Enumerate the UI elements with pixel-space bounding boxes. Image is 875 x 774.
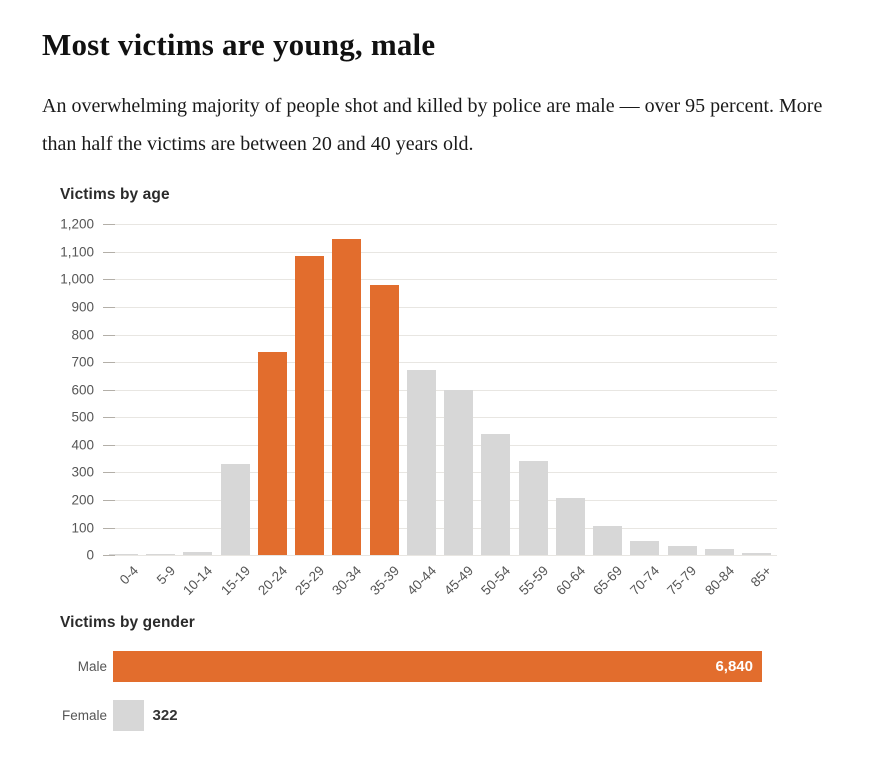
y-axis-label: 900 — [71, 299, 94, 315]
x-axis-label-5-9: 5-9 — [153, 563, 179, 588]
gender-chart-title: Victims by gender — [60, 614, 195, 632]
age-bar-30-34 — [332, 238, 362, 556]
x-axis-label-30-34: 30-34 — [329, 563, 365, 599]
age-bar-10-14 — [183, 551, 213, 556]
gridline-1,200 — [103, 224, 777, 226]
x-axis-label-0-4: 0-4 — [116, 563, 142, 588]
y-axis-label: 500 — [71, 409, 94, 425]
age-bar-35-39 — [369, 285, 399, 556]
age-bar-chart-plot-area: 0 100 200 300 400 500 600 700 800 900 1,000 1,100 1,… — [60, 217, 777, 598]
age-bar-0-4 — [109, 554, 138, 556]
x-axis-label-10-14: 10-14 — [180, 563, 216, 599]
gender-label-male: Male — [77, 659, 107, 675]
y-axis-label: 1,000 — [60, 271, 94, 287]
y-axis-tick — [103, 417, 115, 419]
y-axis-tick — [103, 279, 115, 281]
y-axis-label: 700 — [71, 354, 94, 370]
age-bar-60-64 — [555, 497, 585, 556]
y-axis-tick — [103, 334, 115, 336]
age-bar-25-29 — [295, 256, 325, 556]
gridline-300 — [103, 472, 777, 474]
age-bar-70-74 — [630, 540, 660, 556]
y-axis-tick — [103, 251, 115, 253]
y-axis-tick — [103, 500, 115, 502]
x-axis-label-65-69: 65-69 — [590, 563, 626, 599]
age-bar-50-54 — [481, 434, 511, 556]
x-axis-label-15-19: 15-19 — [217, 563, 253, 599]
age-bar-20-24 — [257, 351, 287, 556]
x-axis-label-85+: 85+ — [747, 563, 775, 590]
y-axis-label: 800 — [71, 327, 94, 343]
y-axis-label: 600 — [71, 382, 94, 398]
x-axis-label-45-49: 45-49 — [441, 563, 477, 599]
gridline-1,000 — [103, 279, 777, 281]
y-axis-label: 300 — [71, 464, 94, 480]
y-axis-tick — [103, 472, 115, 474]
y-axis-label: 1,100 — [60, 244, 94, 260]
y-axis-label: 0 — [86, 547, 94, 563]
gridline-400 — [103, 444, 777, 446]
x-axis-label-25-29: 25-29 — [292, 563, 328, 599]
y-axis-tick — [103, 306, 115, 308]
gridline-200 — [103, 500, 777, 502]
gender-bar-chart: Male 6,840 Female 322 — [60, 651, 875, 732]
age-bar-80-84 — [704, 549, 734, 556]
age-bar-5-9 — [146, 553, 176, 556]
y-axis-label: 1,200 — [60, 216, 94, 232]
gender-chart-section: Victims by gender Male 6,840 Female 322 — [60, 614, 875, 732]
y-axis-tick — [103, 555, 115, 557]
gridline-100 — [103, 527, 777, 529]
age-bar-45-49 — [444, 389, 474, 556]
gridline-700 — [103, 362, 777, 364]
intro-paragraph: An overwhelming majority of people shot … — [42, 95, 823, 156]
gender-value-female: 322 — [152, 707, 178, 725]
gridline-600 — [103, 389, 777, 391]
y-axis-label: 100 — [71, 520, 94, 536]
age-bar-65-69 — [593, 525, 623, 556]
x-axis-label-35-39: 35-39 — [366, 563, 402, 599]
x-axis-label-20-24: 20-24 — [255, 563, 291, 599]
age-chart-title: Victims by age — [60, 186, 170, 204]
gender-label-female: Female — [61, 708, 107, 724]
gender-bar-male: 6,840 — [113, 651, 762, 683]
age-chart-section: Victims by age 0 100 200 300 400 500 600 700 800… — [60, 186, 875, 598]
gender-bar-female — [113, 700, 144, 732]
y-axis-label: 400 — [71, 437, 94, 453]
x-axis-label-50-54: 50-54 — [478, 563, 514, 599]
age-bar-55-59 — [518, 461, 548, 556]
gender-row-female: Female 322 — [60, 700, 875, 732]
gender-value-male: 6,840 — [715, 658, 753, 676]
x-axis-label-40-44: 40-44 — [403, 563, 439, 599]
gridline-1,100 — [103, 251, 777, 253]
x-axis-label-60-64: 60-64 — [552, 563, 588, 599]
headline: Most victims are young, male — [42, 27, 436, 62]
gridline-800 — [103, 334, 777, 336]
age-bar-75-79 — [667, 546, 697, 556]
y-axis-label: 200 — [71, 492, 94, 508]
y-axis-tick — [103, 389, 115, 391]
x-axis-label-80-84: 80-84 — [701, 563, 737, 599]
age-bar-40-44 — [406, 369, 436, 556]
gender-row-male: Male 6,840 — [60, 651, 875, 683]
gridline-900 — [103, 306, 777, 308]
gridline-500 — [103, 417, 777, 419]
x-axis-label-70-74: 70-74 — [627, 563, 663, 599]
y-axis-tick — [103, 224, 115, 226]
x-axis-label-55-59: 55-59 — [515, 563, 551, 599]
y-axis-tick — [103, 527, 115, 529]
gridline-0 — [103, 555, 777, 557]
x-axis-label-75-79: 75-79 — [664, 563, 700, 599]
age-bar-15-19 — [220, 464, 250, 556]
y-axis-tick — [103, 444, 115, 446]
y-axis-tick — [103, 362, 115, 364]
age-bar-85+ — [742, 552, 771, 556]
